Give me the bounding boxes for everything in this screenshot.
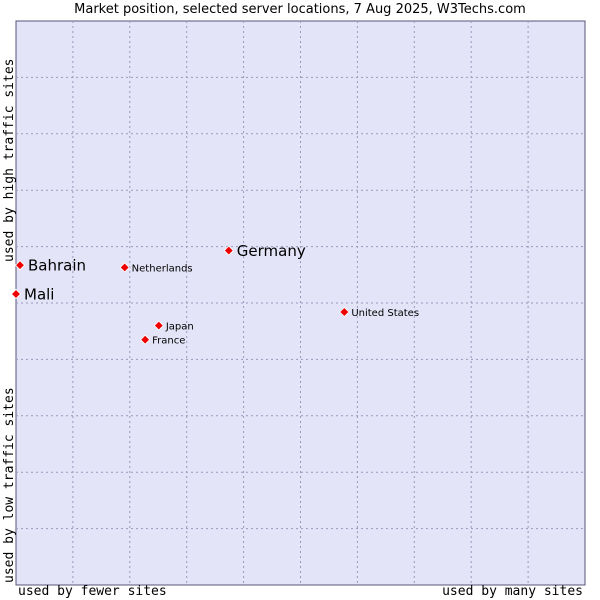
x-axis-label-high: used by many sites	[442, 584, 583, 599]
grid-lines	[16, 21, 585, 585]
y-axis-label-high: used by high traffic sites	[2, 58, 17, 263]
point-marker-germany	[223, 245, 234, 256]
y-axis-label-low: used by low traffic sites	[2, 387, 17, 583]
point-marker-mali	[10, 288, 22, 300]
point-label-mali: Mali	[24, 285, 54, 303]
x-axis-label-low: used by fewer sites	[18, 584, 167, 599]
point-marker-france	[140, 334, 151, 345]
point-label-france: France	[152, 336, 185, 347]
point-label-germany: Germany	[237, 242, 306, 260]
point-label-united-states: United States	[351, 308, 419, 319]
data-points: Bahrain Mali Germany Netherlands Japan France…	[10, 242, 419, 347]
point-marker-japan	[153, 320, 164, 331]
point-label-netherlands: Netherlands	[132, 263, 193, 274]
point-label-japan: Japan	[165, 322, 194, 333]
point-label-bahrain: Bahrain	[28, 257, 86, 275]
chart-title: Market position, selected server locatio…	[74, 2, 526, 17]
point-marker-bahrain	[14, 260, 26, 271]
point-marker-united-states	[339, 306, 350, 318]
point-marker-netherlands	[119, 262, 130, 273]
